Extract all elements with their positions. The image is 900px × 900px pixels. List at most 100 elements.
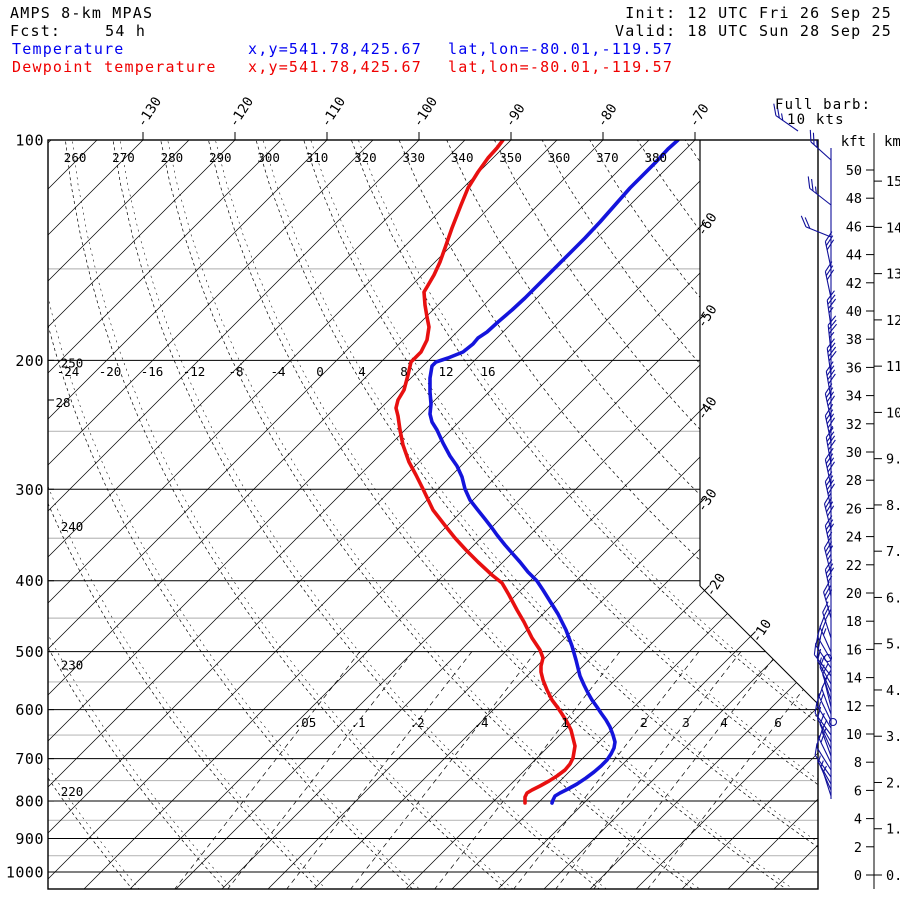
svg-text:38: 38 — [846, 332, 862, 348]
svg-text:1: 1 — [561, 715, 569, 730]
svg-text:310: 310 — [306, 150, 329, 165]
altitude-axes: kft km02468101214161820222426283032343638… — [841, 133, 900, 889]
svg-text:-100: -100 — [410, 94, 441, 130]
svg-text:3: 3 — [682, 715, 690, 730]
svg-text:km: km — [884, 134, 900, 150]
svg-text:-40: -40 — [694, 394, 721, 423]
svg-text:4: 4 — [358, 364, 366, 379]
svg-text:6.: 6. — [886, 590, 900, 606]
svg-text:-90: -90 — [502, 101, 529, 130]
svg-text:-70: -70 — [686, 101, 713, 130]
svg-text:2.: 2. — [886, 775, 900, 791]
svg-text:340: 340 — [451, 150, 474, 165]
svg-text:13.: 13. — [886, 267, 900, 283]
svg-text:44: 44 — [846, 248, 862, 264]
svg-text:.4: .4 — [473, 715, 488, 730]
svg-text:18: 18 — [846, 614, 862, 630]
svg-text:600: 600 — [15, 701, 44, 719]
svg-text:1000: 1000 — [6, 864, 44, 882]
svg-text:15.: 15. — [886, 174, 900, 190]
svg-text:12.: 12. — [886, 313, 900, 329]
svg-text:36: 36 — [846, 360, 862, 376]
grid-labels: 100 200 300 400 500 600 700 800 900 1000 -130 -12 0 -… — [6, 94, 782, 881]
svg-text:40: 40 — [846, 304, 862, 320]
svg-text:3.: 3. — [886, 729, 900, 745]
svg-text:kft: kft — [841, 134, 866, 150]
svg-text:0: 0 — [316, 364, 324, 379]
svg-text:500: 500 — [15, 643, 44, 661]
svg-text:200: 200 — [15, 352, 44, 370]
svg-text:28: 28 — [55, 395, 70, 410]
svg-text:0.: 0. — [886, 868, 900, 884]
svg-text:28: 28 — [846, 473, 862, 489]
svg-text:8.: 8. — [886, 498, 900, 514]
svg-text:290: 290 — [209, 150, 232, 165]
svg-text:34: 34 — [846, 389, 862, 405]
svg-text:-80: -80 — [594, 101, 621, 130]
dewpoint-curve — [394, 140, 577, 805]
svg-text:9.: 9. — [886, 452, 900, 468]
svg-text:48: 48 — [846, 191, 862, 207]
svg-text:24: 24 — [846, 530, 862, 546]
svg-text:350: 350 — [499, 150, 522, 165]
svg-text:320: 320 — [354, 150, 377, 165]
svg-text:26: 26 — [846, 501, 862, 517]
svg-text:300: 300 — [257, 150, 280, 165]
svg-text:100: 100 — [15, 132, 44, 150]
svg-text:-8: -8 — [228, 364, 243, 379]
svg-text:4: 4 — [854, 812, 862, 828]
svg-text:46: 46 — [846, 219, 862, 235]
svg-text:-130: -130 — [134, 94, 165, 130]
svg-text:5.: 5. — [886, 637, 900, 653]
svg-text:32: 32 — [846, 417, 862, 433]
svg-text:42: 42 — [846, 276, 862, 292]
svg-text:360: 360 — [548, 150, 571, 165]
svg-text:.05: .05 — [294, 715, 317, 730]
svg-text:-60: -60 — [694, 210, 721, 239]
svg-text:12: 12 — [438, 364, 453, 379]
svg-text:6: 6 — [854, 783, 862, 799]
svg-text:220: 220 — [61, 784, 84, 799]
svg-text:2: 2 — [640, 715, 648, 730]
svg-text:50: 50 — [846, 163, 862, 179]
svg-text:6: 6 — [774, 715, 782, 730]
svg-text:16: 16 — [846, 642, 862, 658]
svg-text:380: 380 — [644, 150, 667, 165]
svg-text:370: 370 — [596, 150, 619, 165]
svg-text:800: 800 — [15, 793, 44, 811]
svg-text:280: 280 — [161, 150, 184, 165]
svg-text:7.: 7. — [886, 544, 900, 560]
svg-text:400: 400 — [15, 572, 44, 590]
svg-text:4.: 4. — [886, 683, 900, 699]
svg-text:-4: -4 — [270, 364, 285, 379]
grid-lines — [48, 140, 818, 889]
svg-text:-50: -50 — [694, 302, 721, 331]
svg-text:.2: .2 — [409, 715, 424, 730]
svg-text:330: 330 — [403, 150, 426, 165]
svg-text:900: 900 — [15, 830, 44, 848]
wind-barb-column — [773, 103, 838, 799]
svg-text:14: 14 — [846, 671, 862, 687]
svg-text:20: 20 — [846, 586, 862, 602]
svg-text:700: 700 — [15, 750, 44, 768]
svg-text:16: 16 — [480, 364, 495, 379]
svg-text:230: 230 — [61, 657, 84, 672]
svg-text:240: 240 — [61, 519, 84, 534]
svg-text:2: 2 — [854, 840, 862, 856]
svg-text:10.: 10. — [886, 405, 900, 421]
svg-text:8: 8 — [854, 755, 862, 771]
svg-text:.1: .1 — [350, 715, 365, 730]
plot-frame — [47, 139, 819, 890]
svg-text:12: 12 — [846, 699, 862, 715]
svg-text:0: 0 — [854, 868, 862, 884]
temperature-curve — [428, 140, 680, 805]
svg-text:-20: -20 — [702, 571, 729, 600]
svg-text:-12: -12 — [183, 364, 206, 379]
svg-text:22: 22 — [846, 558, 862, 574]
svg-text:8: 8 — [400, 364, 408, 379]
svg-text:270: 270 — [112, 150, 135, 165]
svg-text:-20: -20 — [99, 364, 122, 379]
svg-text:-110: -110 — [318, 94, 349, 130]
svg-text:-30: -30 — [694, 486, 721, 515]
